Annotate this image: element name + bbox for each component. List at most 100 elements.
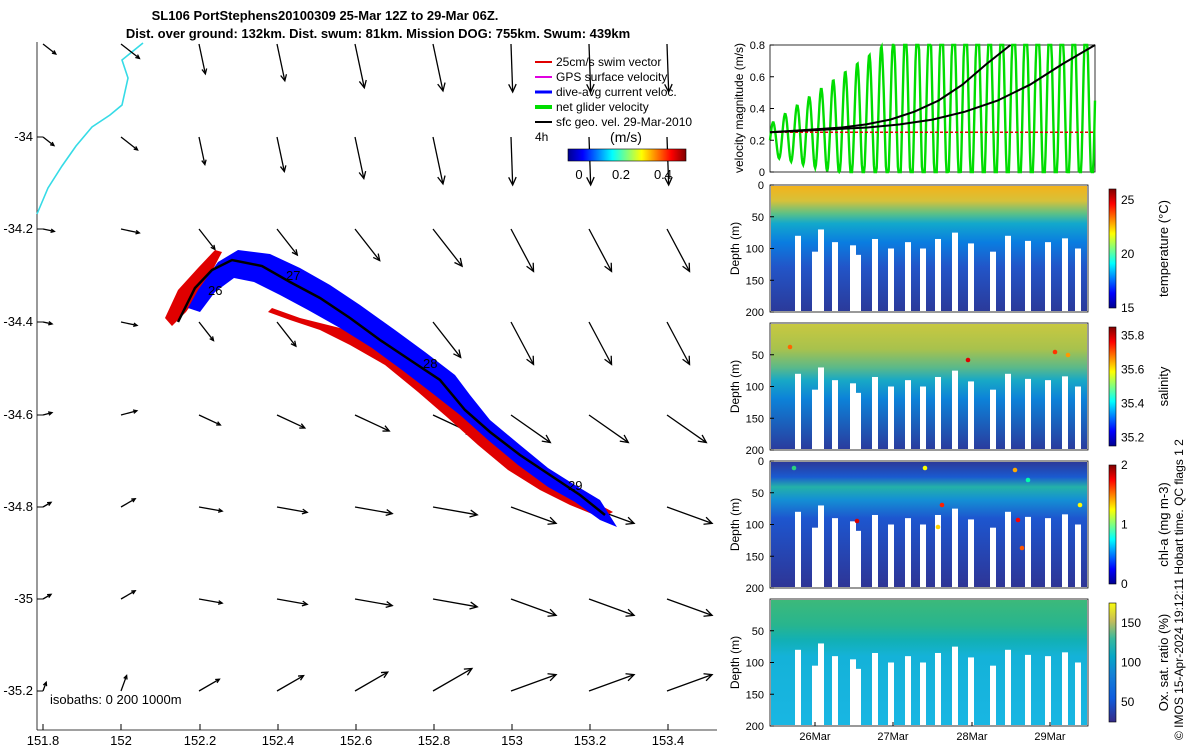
profile-gap (920, 248, 926, 311)
geo-vector-head (290, 340, 297, 348)
geo-vector (510, 673, 557, 692)
profile-gap (818, 643, 824, 725)
section-temperature: 0 50 100 150 200 Depth (m) 15 20 25 temperature (… (728, 180, 1171, 319)
profile-gap (920, 662, 926, 725)
glider-track: 26 27 28 29 (165, 250, 617, 527)
geo-vector-head (216, 421, 222, 426)
geo-vector (432, 598, 478, 608)
geo-vector-head (526, 355, 535, 366)
velocity-panel: 0 0.2 0.4 0.6 0.8 velocity magnitude (m/s) (732, 40, 1097, 179)
geo-vector-head (703, 673, 714, 682)
profile-gap (1005, 649, 1011, 725)
geo-vector-head (133, 322, 139, 328)
profile-gap (1025, 654, 1031, 725)
geo-vector-head (586, 83, 595, 94)
map-x-tick-labels: 151.8 152 152.2 152.4 152.6 152.8 153 153.2 153.… (27, 733, 685, 748)
velocity-y-tick-label: 0.2 (750, 135, 765, 147)
section-y-tick-label: 50 (752, 626, 764, 638)
profile-gap (990, 527, 996, 587)
geo-vector (666, 506, 713, 525)
geo-vector-head (133, 146, 139, 151)
section-colorbar-tick: 20 (1121, 247, 1135, 261)
profile-gap (795, 373, 801, 449)
geo-vector-head (697, 434, 708, 444)
profile-gap (1005, 511, 1011, 587)
geo-vector (198, 598, 223, 604)
geo-vector (198, 678, 220, 692)
geo-vector (666, 321, 691, 365)
section-ylabel: Depth (m) (728, 636, 742, 689)
geo-vector-head (469, 509, 479, 518)
map-y-tick-label: -34.2 (3, 221, 33, 236)
geo-vector (42, 411, 53, 416)
geo-vector (588, 598, 635, 617)
geo-vector-head (48, 320, 54, 326)
geo-vector-head (135, 229, 141, 235)
geo-vector (510, 136, 514, 185)
section-y-tick-label: 0 (758, 456, 764, 468)
sample-spot (965, 357, 971, 363)
section-salinity: 50 100 150 200 Depth (m) 35.2 35.4 35.6 35.8 sali… (728, 322, 1171, 457)
swim-vector-band-start (165, 250, 222, 326)
profile-gap (968, 381, 974, 449)
geo-vector-head (664, 83, 673, 94)
map-ticks (36, 42, 717, 731)
profile-gap (1025, 240, 1031, 311)
map-y-tick-label: -34.6 (3, 407, 33, 422)
profile-gap (1075, 386, 1081, 449)
geo-vector (432, 136, 444, 185)
profile-gap (1062, 376, 1068, 449)
section-colorbar-tick: 150 (1121, 616, 1141, 630)
geo-vector-head (279, 165, 287, 174)
section-colorbar (1108, 464, 1117, 585)
legend-label-swim: 25cm/s swim vector (556, 55, 661, 69)
geo-vector-head (547, 516, 558, 525)
sample-spot (1015, 517, 1021, 523)
geo-vector (432, 321, 462, 358)
chart-title: SL106 PortStephens20100309 25-Mar 12Z to… (152, 8, 499, 23)
profile-gap (968, 243, 974, 311)
geo-vector-head (682, 355, 691, 366)
geo-vector-head (201, 159, 207, 167)
legend-label-gps: GPS surface velocity (556, 70, 667, 84)
geo-vector-head (453, 349, 462, 359)
chart-subtitle: Dist. over ground: 132km. Dist. swum: 81… (126, 26, 630, 41)
profile-gap (952, 370, 958, 449)
section-colorbar-tick: 35.6 (1121, 363, 1145, 377)
geo-vector (510, 506, 557, 525)
profile-gap (855, 392, 861, 449)
geo-vector (276, 228, 298, 256)
isobath-note: isobaths: 0 200 1000m (50, 692, 182, 707)
profile-gap (832, 518, 838, 587)
geo-vector (588, 43, 592, 92)
geo-vector (588, 673, 635, 692)
profile-gap (832, 242, 838, 311)
geo-vector-head (280, 74, 288, 83)
map-legend: 25cm/s swim vector GPS surface velocity … (535, 55, 692, 182)
geo-vector-head (131, 590, 137, 595)
profile-gap (1062, 652, 1068, 725)
profile-gap (1045, 380, 1051, 449)
profile-gap (855, 530, 861, 587)
profile-gap (1062, 514, 1068, 587)
geo-vector-head (47, 593, 53, 599)
profile-gap (795, 649, 801, 725)
section-y-tick-label: 50 (752, 212, 764, 224)
geo-vector (432, 228, 463, 267)
geo-vector (354, 414, 390, 432)
geo-vector-head (625, 608, 636, 617)
section-colorbar-label: salinity (1156, 366, 1171, 406)
section-colorbar-label: temperature (°C) (1156, 200, 1171, 297)
map-y-tick-label: -34.4 (3, 314, 33, 329)
legend-label-geo: sfc geo. vel. 29-Mar-2010 (556, 115, 692, 129)
velocity-y-tick-label: 0.4 (750, 104, 765, 116)
profile-gap (1005, 373, 1011, 449)
geo-vector-head (215, 678, 221, 684)
geo-vector-head (123, 674, 128, 680)
profile-gap (795, 511, 801, 587)
geo-vector (198, 228, 216, 250)
series-sfc-geo-velocity (769, 44, 1012, 134)
velocity-ylabel: velocity magnitude (m/s) (732, 43, 746, 173)
geo-vector-head (547, 673, 558, 682)
section-x-tick-label: 29Mar (1034, 731, 1066, 743)
